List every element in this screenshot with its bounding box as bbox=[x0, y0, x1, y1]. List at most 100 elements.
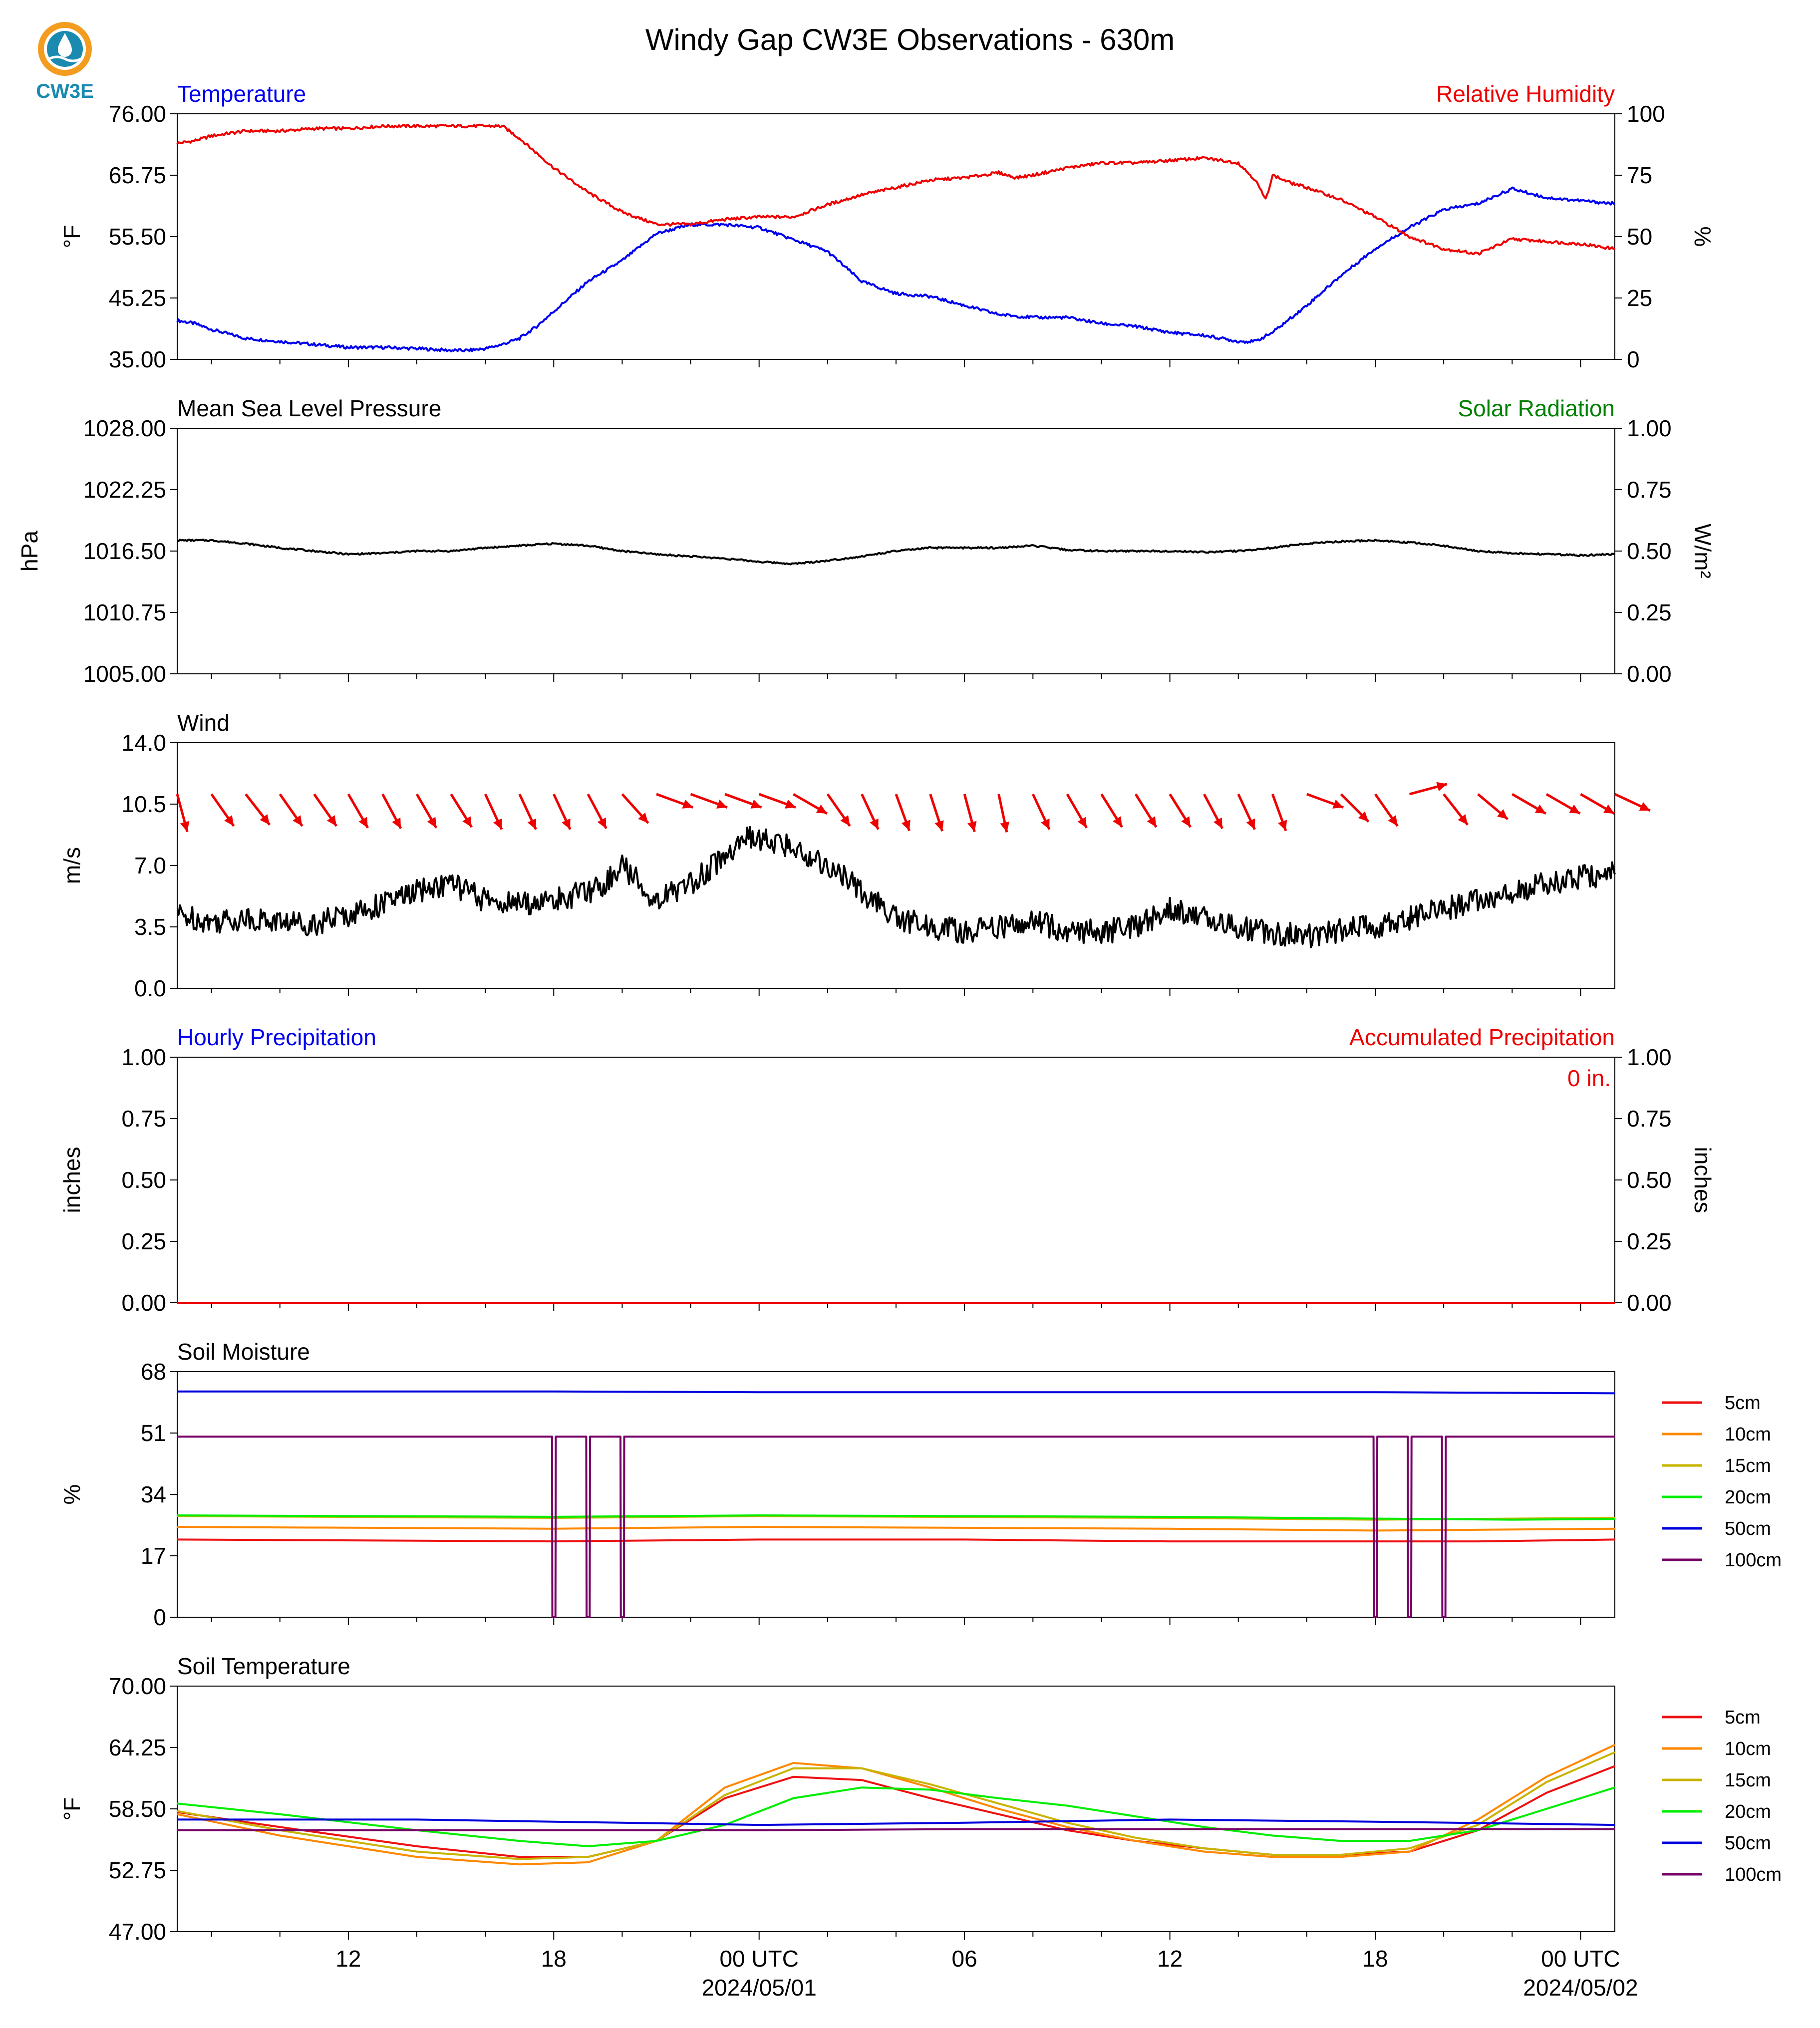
y-axis-label: hPa bbox=[16, 531, 42, 572]
y-right-axis-label: % bbox=[1690, 227, 1716, 247]
wind-arrow-head bbox=[1213, 817, 1222, 829]
wind-arrow-head bbox=[1147, 816, 1157, 828]
wind-arrow-head bbox=[493, 818, 502, 830]
logo-waves bbox=[48, 55, 82, 62]
y-right-tick-label: 100 bbox=[1627, 101, 1665, 127]
panel-right-title: Relative Humidity bbox=[1436, 81, 1615, 107]
panel-title: Soil Temperature bbox=[177, 1653, 350, 1679]
panel-soil_moisture bbox=[170, 1371, 1702, 1625]
series-line-100cm bbox=[177, 1436, 1615, 1618]
panel-right-title: Solar Radiation bbox=[1458, 395, 1615, 421]
y-right-tick-label: 75 bbox=[1627, 162, 1652, 188]
series-line-10cm bbox=[177, 1526, 1615, 1532]
wind-arrow-head bbox=[427, 817, 436, 828]
y-tick-label: 0.25 bbox=[121, 1228, 166, 1254]
y-axis-label: °F bbox=[59, 225, 85, 249]
legend-label: 100cm bbox=[1725, 1864, 1782, 1885]
y-right-tick-label: 0.25 bbox=[1627, 599, 1672, 625]
panel-right-title: Accumulated Precipitation bbox=[1349, 1024, 1615, 1050]
y-tick-label: 51 bbox=[141, 1420, 166, 1446]
legend-label: 20cm bbox=[1725, 1487, 1771, 1508]
y-tick-label: 45.25 bbox=[109, 285, 166, 311]
panel-wind bbox=[170, 742, 1651, 996]
wind-arrow-head bbox=[1278, 820, 1287, 831]
wind-arrow-head bbox=[1077, 817, 1087, 828]
wind-arrow-head bbox=[716, 799, 727, 809]
wind-arrow-head bbox=[527, 818, 536, 830]
y-tick-label: 0.50 bbox=[121, 1167, 166, 1193]
wind-arrow-head bbox=[326, 815, 337, 826]
logo-text: CW3E bbox=[36, 80, 94, 102]
wind-arrow-head bbox=[260, 814, 270, 825]
wind-arrow-head bbox=[901, 820, 910, 831]
wind-arrow-head bbox=[1113, 816, 1122, 828]
wind-arrow-head bbox=[1458, 814, 1468, 825]
y-tick-label: 68 bbox=[141, 1359, 166, 1385]
wind-arrow-head bbox=[1041, 818, 1050, 830]
legend-label: 50cm bbox=[1725, 1833, 1771, 1854]
y-axis-label: °F bbox=[59, 1797, 85, 1821]
panel-title: Soil Moisture bbox=[177, 1339, 310, 1365]
plot-frame bbox=[177, 742, 1615, 989]
legend-label: 10cm bbox=[1725, 1424, 1771, 1445]
x-tick-date-label: 2024/05/01 bbox=[702, 1975, 817, 2001]
wind-arrow-head bbox=[293, 815, 303, 826]
y-tick-label: 0.00 bbox=[121, 1290, 166, 1316]
y-right-tick-label: 0.75 bbox=[1627, 1106, 1672, 1132]
wind-arrow-head bbox=[1436, 782, 1447, 792]
x-tick-label: 00 UTC bbox=[1541, 1946, 1620, 1972]
series-line-50cm bbox=[177, 1390, 1615, 1395]
y-right-tick-label: 0 bbox=[1627, 346, 1640, 372]
wind-arrow-head bbox=[562, 818, 571, 830]
panel-title: Hourly Precipitation bbox=[177, 1024, 376, 1050]
precip-total-annotation: 0 in. bbox=[1567, 1065, 1611, 1091]
y-tick-label: 70.00 bbox=[109, 1673, 166, 1699]
wind-arrow-head bbox=[180, 821, 190, 832]
y-tick-label: 1022.25 bbox=[83, 477, 166, 503]
y-tick-label: 1028.00 bbox=[83, 415, 166, 441]
y-right-axis-label: inches bbox=[1690, 1147, 1716, 1213]
wind-arrow-head bbox=[840, 815, 850, 826]
wind-arrow-head bbox=[934, 820, 944, 832]
y-right-tick-label: 0.25 bbox=[1627, 1228, 1672, 1254]
y-right-tick-label: 1.00 bbox=[1627, 415, 1672, 441]
y-right-tick-label: 0.50 bbox=[1627, 538, 1672, 564]
y-right-tick-label: 50 bbox=[1627, 224, 1652, 250]
y-tick-label: 1.00 bbox=[121, 1044, 166, 1070]
wind-arrow-head bbox=[462, 816, 472, 828]
wind-arrow-head bbox=[967, 821, 977, 832]
y-tick-label: 34 bbox=[141, 1481, 166, 1507]
series-line-20cm bbox=[177, 1786, 1615, 1847]
y-tick-label: 10.5 bbox=[121, 791, 166, 817]
wind-arrow-head bbox=[682, 799, 693, 809]
wind-arrow-head bbox=[750, 799, 762, 809]
x-tick-date-label: 2024/05/02 bbox=[1523, 1975, 1638, 2001]
panel-title: Mean Sea Level Pressure bbox=[177, 395, 441, 421]
legend-label: 50cm bbox=[1725, 1518, 1771, 1539]
legend-label: 5cm bbox=[1725, 1707, 1761, 1728]
wind-arrow-head bbox=[1497, 809, 1508, 820]
y-tick-label: 1010.75 bbox=[83, 599, 166, 625]
y-tick-label: 0.0 bbox=[134, 975, 166, 1001]
y-tick-label: 64.25 bbox=[109, 1735, 166, 1760]
series-line-black bbox=[177, 826, 1616, 948]
wind-arrow-head bbox=[1569, 804, 1580, 814]
panel-precip bbox=[170, 1057, 1622, 1311]
legend-label: 10cm bbox=[1725, 1738, 1771, 1759]
series-line-50cm bbox=[177, 1818, 1615, 1826]
droplet-icon bbox=[58, 33, 72, 57]
y-tick-label: 7.0 bbox=[134, 853, 166, 878]
x-tick-label: 06 bbox=[952, 1946, 977, 1972]
series-line-black bbox=[177, 539, 1615, 566]
y-tick-label: 1005.00 bbox=[83, 661, 166, 687]
wind-arrow-head bbox=[1639, 802, 1650, 811]
plot-frame bbox=[177, 1057, 1615, 1303]
series-line-blue bbox=[176, 186, 1615, 352]
y-tick-label: 1016.50 bbox=[83, 538, 166, 564]
x-tick-label: 12 bbox=[1157, 1946, 1183, 1972]
wind-arrow-head bbox=[1534, 804, 1546, 814]
legend-label: 15cm bbox=[1725, 1455, 1771, 1476]
series-line-red bbox=[176, 123, 1615, 256]
wind-arrow-head bbox=[1358, 811, 1369, 822]
